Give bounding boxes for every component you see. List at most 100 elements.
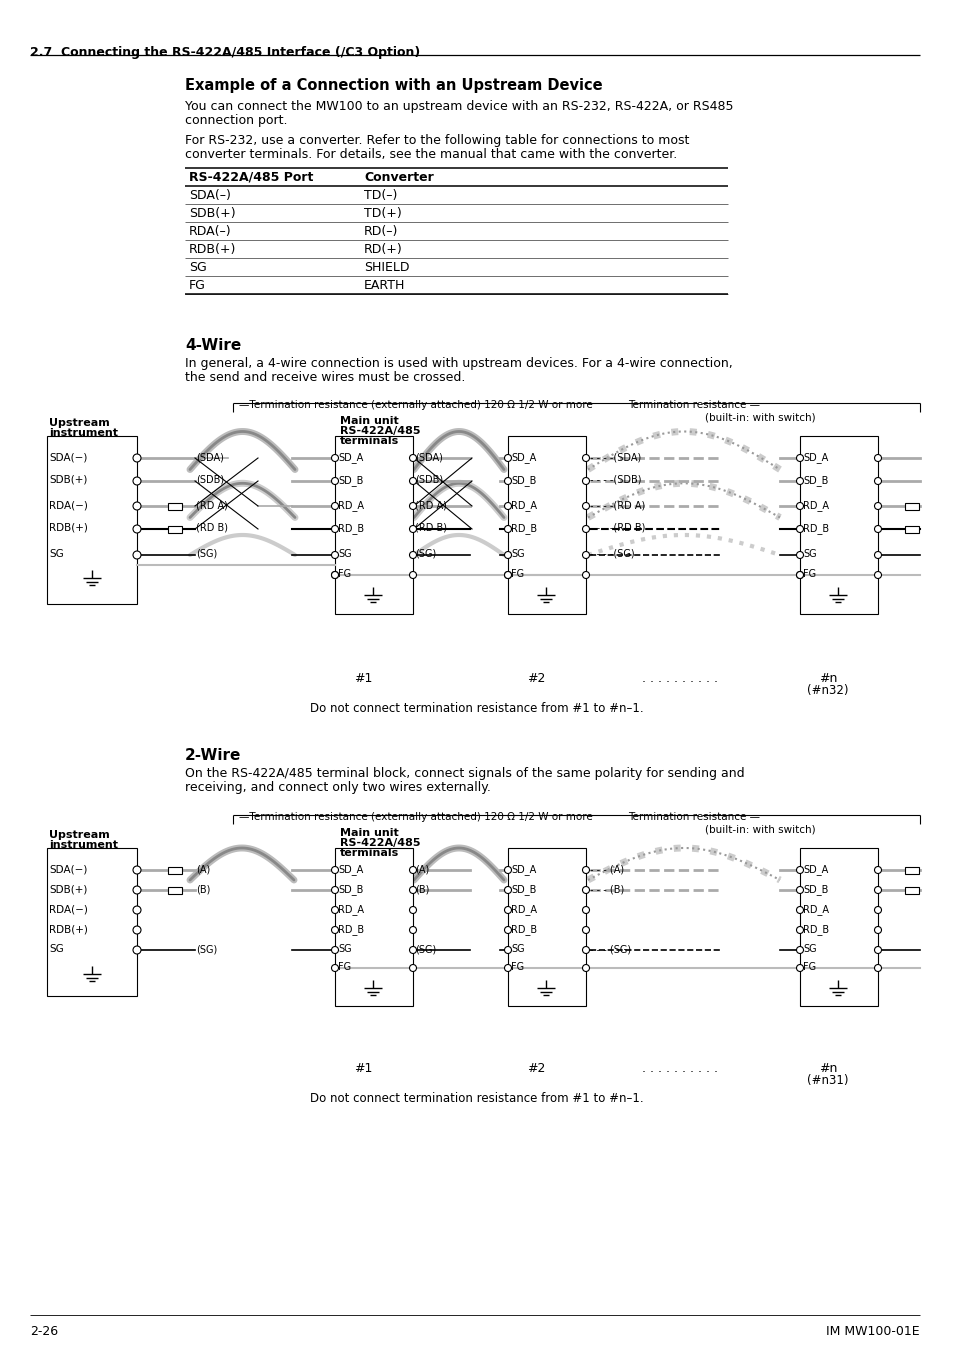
Circle shape: [331, 867, 338, 873]
Text: RD_A: RD_A: [511, 904, 537, 915]
Bar: [904, 525, 918, 532]
Text: SD_B: SD_B: [802, 884, 827, 895]
Circle shape: [331, 525, 338, 532]
Text: —Termination resistance (externally attached) 120 Ω 1/2 W or more: —Termination resistance (externally atta…: [239, 811, 592, 822]
Text: Upstream: Upstream: [49, 830, 110, 840]
Text: SD_A: SD_A: [802, 452, 827, 463]
Circle shape: [874, 552, 881, 559]
Text: Termination resistance —: Termination resistance —: [627, 811, 760, 822]
Circle shape: [409, 964, 416, 972]
Circle shape: [796, 946, 802, 953]
Text: FG: FG: [511, 963, 523, 972]
Text: SD_A: SD_A: [511, 864, 536, 875]
Text: 4-Wire: 4-Wire: [185, 338, 241, 352]
Circle shape: [409, 906, 416, 914]
Text: - - - -(RD A): - - - -(RD A): [589, 500, 644, 510]
Text: For RS-232, use a converter. Refer to the following table for connections to mos: For RS-232, use a converter. Refer to th…: [185, 134, 689, 147]
Text: SG: SG: [49, 944, 64, 954]
Bar: [47, 436, 137, 603]
Text: #1: #1: [354, 1062, 372, 1075]
Text: SG: SG: [337, 549, 352, 559]
Text: Upstream: Upstream: [49, 418, 110, 428]
Text: SD_B: SD_B: [337, 475, 363, 486]
Text: SDA(−): SDA(−): [49, 864, 88, 873]
Text: (RD B): (RD B): [415, 522, 447, 533]
Circle shape: [874, 455, 881, 462]
Text: RD_A: RD_A: [802, 904, 828, 915]
Circle shape: [796, 926, 802, 933]
Circle shape: [504, 525, 511, 532]
Text: - - - -(SDB): - - - -(SDB): [589, 475, 640, 485]
Circle shape: [796, 964, 802, 972]
Text: RS-422A/485: RS-422A/485: [339, 427, 420, 436]
Circle shape: [796, 571, 802, 579]
Circle shape: [796, 906, 802, 914]
Circle shape: [504, 455, 511, 462]
Text: - - - -(SDA): - - - -(SDA): [589, 452, 640, 462]
Text: Do not connect termination resistance from #1 to #n–1.: Do not connect termination resistance fr…: [310, 702, 643, 716]
Text: RS-422A/485: RS-422A/485: [339, 838, 420, 848]
Text: FG: FG: [802, 568, 815, 579]
Text: (SG): (SG): [415, 549, 436, 559]
Text: (SG): (SG): [195, 549, 217, 559]
Text: (RD A): (RD A): [415, 500, 446, 510]
Text: 2-26: 2-26: [30, 1324, 58, 1338]
Circle shape: [132, 946, 141, 954]
Bar: [47, 848, 137, 996]
Text: SG: SG: [511, 944, 524, 954]
Text: RD(–): RD(–): [364, 225, 398, 238]
Text: the send and receive wires must be crossed.: the send and receive wires must be cross…: [185, 371, 465, 383]
Circle shape: [331, 946, 338, 953]
Text: #1: #1: [354, 672, 372, 684]
Text: SDA(–): SDA(–): [189, 189, 231, 202]
Circle shape: [582, 455, 589, 462]
Text: SD_B: SD_B: [511, 475, 536, 486]
Text: You can connect the MW100 to an upstream device with an RS-232, RS-422A, or RS48: You can connect the MW100 to an upstream…: [185, 100, 733, 113]
Circle shape: [582, 502, 589, 509]
Text: RDA(−): RDA(−): [49, 904, 88, 914]
Text: TD(+): TD(+): [364, 207, 401, 220]
Circle shape: [796, 478, 802, 485]
Text: RD_B: RD_B: [511, 522, 537, 533]
Text: instrument: instrument: [49, 428, 118, 437]
Circle shape: [504, 478, 511, 485]
Text: (SG): (SG): [415, 944, 436, 954]
Text: 2.7  Connecting the RS-422A/485 Interface (/C3 Option): 2.7 Connecting the RS-422A/485 Interface…: [30, 46, 420, 59]
Text: SD_A: SD_A: [511, 452, 536, 463]
Circle shape: [409, 455, 416, 462]
Circle shape: [132, 865, 141, 873]
Text: RD_B: RD_B: [511, 923, 537, 936]
Text: TD(–): TD(–): [364, 189, 397, 202]
Circle shape: [796, 502, 802, 509]
Circle shape: [132, 477, 141, 485]
Circle shape: [132, 551, 141, 559]
Text: . . . . . . . . . .: . . . . . . . . . .: [641, 1062, 718, 1075]
Text: SD_A: SD_A: [802, 864, 827, 875]
Circle shape: [582, 867, 589, 873]
Text: SDB(+): SDB(+): [49, 884, 88, 894]
Circle shape: [874, 887, 881, 894]
Text: FG: FG: [337, 963, 351, 972]
Circle shape: [504, 946, 511, 953]
Circle shape: [796, 867, 802, 873]
Text: SG: SG: [511, 549, 524, 559]
Circle shape: [409, 478, 416, 485]
Text: #2: #2: [526, 1062, 544, 1075]
Text: - - - -(SG): - - - -(SG): [589, 549, 634, 559]
Text: terminals: terminals: [339, 436, 399, 446]
Text: RD_B: RD_B: [802, 522, 828, 533]
Text: Example of a Connection with an Upstream Device: Example of a Connection with an Upstream…: [185, 78, 602, 93]
Text: - - - (B): - - - (B): [589, 884, 623, 894]
Text: SG: SG: [337, 944, 352, 954]
Text: RDB(+): RDB(+): [49, 923, 88, 934]
Circle shape: [504, 502, 511, 509]
Text: (RD B): (RD B): [195, 522, 228, 533]
Bar: [168, 525, 182, 532]
Circle shape: [582, 926, 589, 933]
Circle shape: [874, 964, 881, 972]
Circle shape: [409, 867, 416, 873]
Text: RS-422A/485 Port: RS-422A/485 Port: [189, 171, 313, 184]
Text: (SDB): (SDB): [415, 475, 442, 485]
Text: RD_B: RD_B: [337, 522, 364, 533]
Text: SD_B: SD_B: [337, 884, 363, 895]
